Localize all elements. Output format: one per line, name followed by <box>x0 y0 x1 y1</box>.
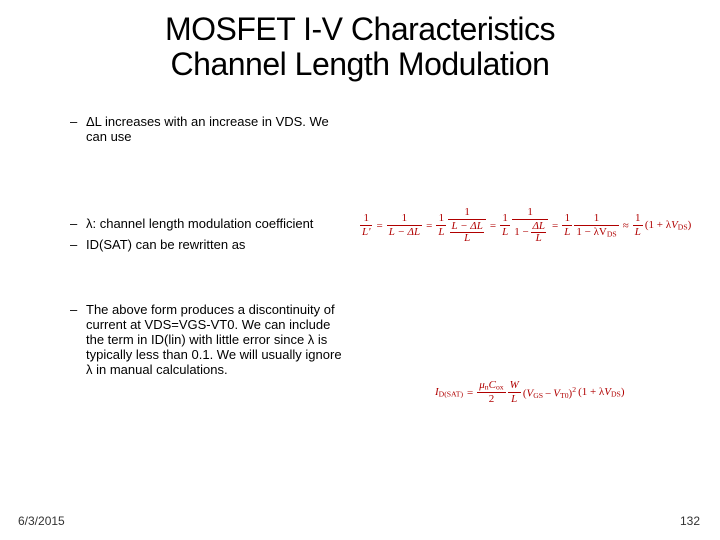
eq1-frac-5b: 1 1 − λVDS <box>574 213 618 238</box>
footer-page-number: 132 <box>680 514 700 528</box>
eq1-f2-num: 1 <box>387 213 422 226</box>
eq1-frac-3a: 1 L <box>436 213 446 238</box>
eq1-f3b-inner: L − ΔL L <box>450 221 483 244</box>
eq1-f2-den: L − ΔL <box>387 226 422 238</box>
eq1-f4b-den: 1 − ΔL L <box>512 220 548 244</box>
bullet-list: – ΔL increases with an increase in VDS. … <box>70 115 350 409</box>
bullet-3-text: ID(SAT) can be rewritten as <box>86 238 350 253</box>
eq2-coef-num: μnCox <box>477 380 505 393</box>
eq2-coef-den: 2 <box>477 393 505 405</box>
eq2-tail: (1 + λVDS) <box>578 386 624 399</box>
eq1-f4a-num: 1 <box>500 213 510 226</box>
eq2-tail-v: V <box>604 386 611 398</box>
eq1-tail-pre: (1 + λ <box>645 219 671 231</box>
bullet-1: – ΔL increases with an increase in VDS. … <box>70 115 350 145</box>
eq2-vgs-sub: GS <box>533 391 543 400</box>
eq1-f1-den: L' <box>360 226 372 238</box>
bullet-dash: – <box>70 238 86 253</box>
eq1-f1-num: 1 <box>360 213 372 226</box>
eq1-equals-3: = <box>488 220 498 232</box>
bullet-1-text: ΔL increases with an increase in VDS. We… <box>86 115 350 145</box>
eq1-f5b-den-sub: DS <box>607 229 617 238</box>
bullet-3: – ID(SAT) can be rewritten as <box>70 238 350 253</box>
eq1-equals-2: = <box>424 220 434 232</box>
eq2-minus: − <box>543 388 553 400</box>
eq1-tail-v: V <box>671 219 678 231</box>
eq2-c: C <box>489 379 496 391</box>
eq1-f4b-inner-den: L <box>531 233 546 244</box>
eq2-frac-wl: W L <box>508 380 521 405</box>
eq1-f3b-inner-den: L <box>450 233 483 244</box>
eq1-f4a-den: L <box>500 226 510 238</box>
bullet-dash: – <box>70 115 86 145</box>
eq1-frac-5a: 1 L <box>562 213 572 238</box>
eq1-frac-4a: 1 L <box>500 213 510 238</box>
eq1-f4b-inner: ΔL L <box>531 221 546 244</box>
eq2-w: W <box>508 380 521 393</box>
eq1-f5b-den: 1 − λVDS <box>574 226 618 238</box>
eq1-f3a-num: 1 <box>436 213 446 226</box>
eq1-f3a-den: L <box>436 226 446 238</box>
eq2-tail-close: ) <box>621 386 625 398</box>
slide: MOSFET I-V Characteristics Channel Lengt… <box>0 0 720 540</box>
slide-title: MOSFET I-V Characteristics Channel Lengt… <box>0 12 720 81</box>
eq1-tail-sub: DS <box>678 223 688 232</box>
eq2-tail-sub: DS <box>611 390 621 399</box>
eq2-square: 2 <box>572 385 576 394</box>
eq1-f6-num: 1 <box>633 213 643 226</box>
eq2-ox: ox <box>496 383 504 392</box>
bullet-dash: – <box>70 303 86 378</box>
eq1-equals-4: = <box>550 220 560 232</box>
eq2-vt0: V <box>553 388 560 400</box>
eq1-frac-6: 1 L <box>633 213 643 238</box>
footer-date: 6/3/2015 <box>18 514 65 528</box>
eq2-lhs: ID(SAT) <box>435 386 463 399</box>
eq2-paren-group: (VGS−VT0)2 <box>523 385 576 400</box>
eq1-f5a-num: 1 <box>562 213 572 226</box>
equation-2: ID(SAT) = μnCox 2 W L (VGS−VT0)2 (1 + λV… <box>435 380 715 405</box>
bullet-2-body: λ: channel length modulation coefficient <box>86 216 313 231</box>
eq2-vt0-sub: T0 <box>560 391 569 400</box>
bullet-2-text: λ: channel length modulation coefficient <box>86 217 350 232</box>
eq1-f3b-den: L − ΔL L <box>448 220 485 244</box>
eq1-f5b-num: 1 <box>574 213 618 226</box>
bullet-2: – λ: channel length modulation coefficie… <box>70 217 350 232</box>
eq1-frac-3b: 1 L − ΔL L <box>448 207 485 244</box>
eq1-f4b-den-pre: 1 − <box>514 226 528 238</box>
bullet-dash: – <box>70 217 86 232</box>
bullet-4-text: The above form produces a discontinuity … <box>86 303 350 378</box>
eq2-l: L <box>508 393 521 405</box>
equation-1: 1 L' = 1 L − ΔL = 1 L 1 L − ΔL L <box>360 207 710 244</box>
eq1-approx: ≈ <box>621 220 631 232</box>
title-line-2: Channel Length Modulation <box>171 46 550 82</box>
eq1-f3b-num: 1 <box>448 207 485 220</box>
eq1-frac-1: 1 L' <box>360 213 372 238</box>
eq1-f5a-den: L <box>562 226 572 238</box>
eq1-frac-4b: 1 1 − ΔL L <box>512 207 548 244</box>
eq2-lhs-sub: D(SAT) <box>439 390 463 399</box>
eq1-f6-den: L <box>633 226 643 238</box>
bullet-4: – The above form produces a discontinuit… <box>70 303 350 378</box>
eq2-equals: = <box>465 387 475 399</box>
title-line-1: MOSFET I-V Characteristics <box>165 11 555 47</box>
eq1-f5b-den-text: 1 − λV <box>576 226 606 238</box>
eq2-frac-coef: μnCox 2 <box>477 380 505 405</box>
eq1-tail-post: ) <box>688 219 692 231</box>
eq1-f4b-num: 1 <box>512 207 548 220</box>
eq1-tail: (1 + λVDS) <box>645 219 691 232</box>
eq2-tail-pre: (1 + λ <box>578 386 604 398</box>
eq1-equals-1: = <box>374 220 384 232</box>
eq1-frac-2: 1 L − ΔL <box>387 213 422 238</box>
